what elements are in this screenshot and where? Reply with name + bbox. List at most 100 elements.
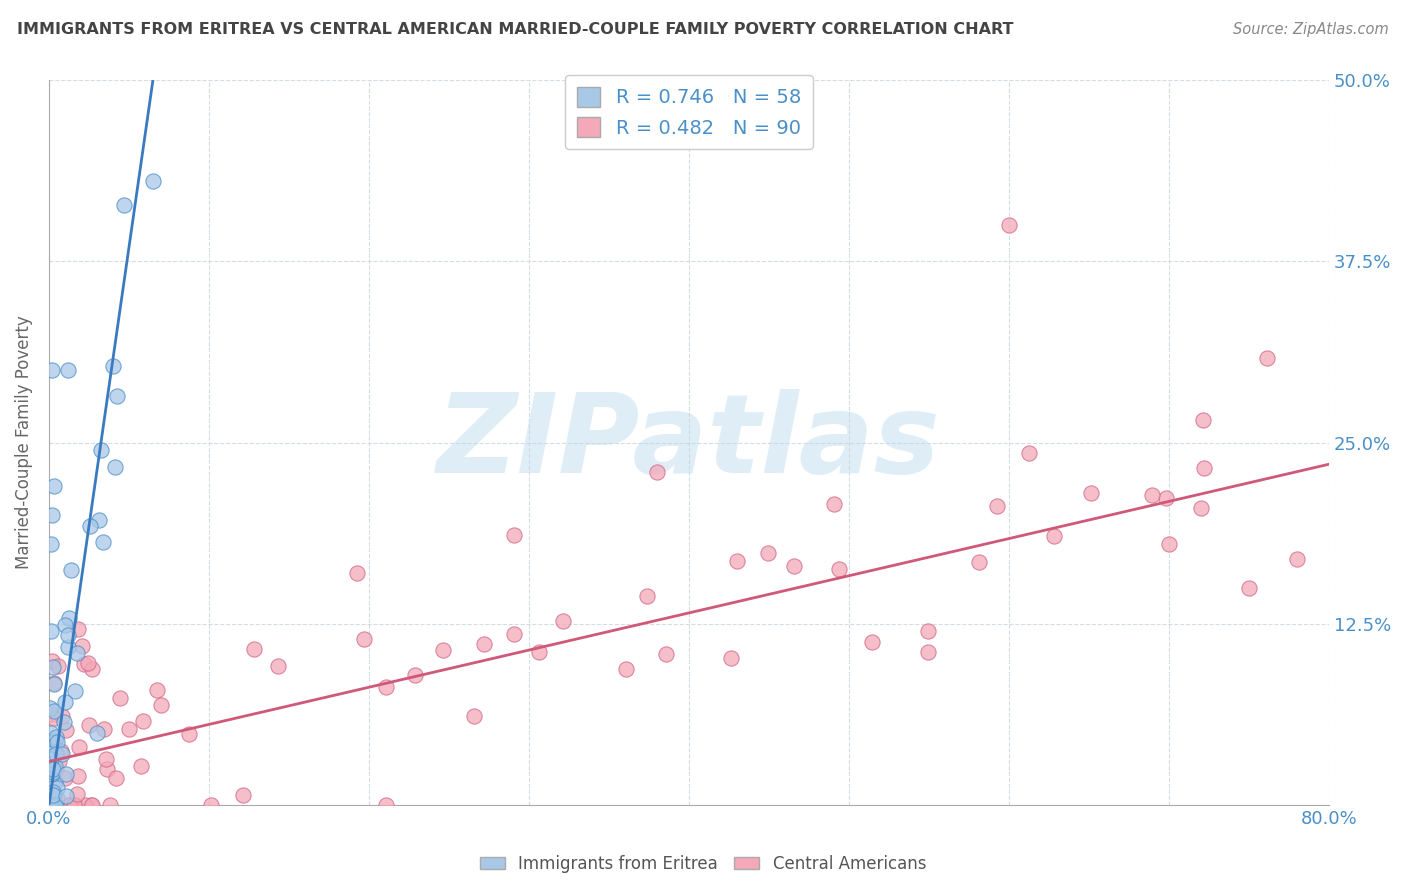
Point	[51, 747, 73, 761]
Point	[38, 798, 60, 813]
Point	[65, 684, 87, 698]
Point	[39, 763, 62, 777]
Point	[39, 537, 62, 551]
Point	[132, 714, 155, 729]
Point	[45, 735, 67, 749]
Point	[58, 798, 80, 813]
Point	[59, 563, 82, 577]
Point	[82, 798, 104, 813]
Point	[44, 733, 66, 747]
Point	[77, 718, 100, 732]
Point	[52, 714, 75, 729]
Point	[242, 642, 264, 657]
Point	[39, 761, 62, 775]
Point	[1080, 486, 1102, 500]
Point	[200, 798, 222, 813]
Point	[267, 659, 290, 673]
Point	[58, 798, 80, 813]
Point	[76, 656, 98, 670]
Point	[44, 758, 66, 772]
Point	[720, 650, 742, 665]
Point	[38, 701, 60, 715]
Point	[41, 798, 63, 813]
Point	[654, 648, 676, 662]
Point	[73, 798, 96, 813]
Point	[645, 102, 668, 116]
Point	[66, 769, 89, 783]
Point	[375, 798, 398, 813]
Point	[42, 676, 65, 690]
Point	[41, 762, 63, 776]
Point	[42, 764, 65, 778]
Point	[39, 707, 62, 722]
Point	[91, 534, 114, 549]
Point	[55, 767, 77, 781]
Point	[527, 645, 550, 659]
Point	[1154, 491, 1177, 506]
Point	[44, 788, 66, 802]
Point	[44, 704, 66, 718]
Point	[39, 798, 62, 813]
Point	[41, 746, 63, 760]
Point	[101, 359, 124, 373]
Point	[45, 730, 67, 744]
Point	[48, 755, 70, 769]
Point	[86, 725, 108, 739]
Point	[114, 197, 136, 211]
Point	[42, 711, 65, 725]
Point	[374, 681, 396, 695]
Point	[551, 614, 574, 628]
Point	[404, 668, 426, 682]
Point	[69, 740, 91, 755]
Text: Source: ZipAtlas.com: Source: ZipAtlas.com	[1233, 22, 1389, 37]
Point	[39, 789, 62, 803]
Point	[1194, 460, 1216, 475]
Point	[1192, 413, 1215, 427]
Point	[66, 787, 89, 801]
Point	[917, 624, 939, 638]
Point	[503, 527, 526, 541]
Point	[108, 690, 131, 705]
Point	[998, 218, 1021, 232]
Point	[55, 723, 77, 737]
Point	[142, 174, 165, 188]
Point	[70, 640, 93, 654]
Legend: Immigrants from Eritrea, Central Americans: Immigrants from Eritrea, Central America…	[472, 848, 934, 880]
Point	[860, 634, 883, 648]
Point	[472, 637, 495, 651]
Point	[967, 555, 990, 569]
Point	[118, 722, 141, 736]
Point	[986, 499, 1008, 513]
Point	[55, 696, 77, 710]
Point	[1018, 446, 1040, 460]
Point	[41, 508, 63, 522]
Point	[87, 513, 110, 527]
Point	[53, 618, 76, 632]
Point	[41, 789, 63, 803]
Point	[1285, 551, 1308, 566]
Point	[44, 798, 66, 813]
Point	[39, 725, 62, 739]
Point	[346, 566, 368, 581]
Point	[725, 554, 748, 568]
Point	[55, 789, 77, 804]
Point	[353, 632, 375, 646]
Point	[56, 628, 79, 642]
Point	[782, 558, 804, 573]
Point	[53, 771, 76, 785]
Legend: R = 0.746   N = 58, R = 0.482   N = 90: R = 0.746 N = 58, R = 0.482 N = 90	[565, 75, 813, 149]
Point	[1157, 537, 1180, 551]
Point	[41, 767, 63, 781]
Point	[41, 654, 63, 668]
Point	[917, 645, 939, 659]
Point	[39, 798, 62, 813]
Point	[614, 662, 637, 676]
Text: IMMIGRANTS FROM ERITREA VS CENTRAL AMERICAN MARRIED-COUPLE FAMILY POVERTY CORREL: IMMIGRANTS FROM ERITREA VS CENTRAL AMERI…	[17, 22, 1014, 37]
Point	[39, 624, 62, 638]
Point	[463, 709, 485, 723]
Point	[1189, 501, 1212, 516]
Point	[94, 752, 117, 766]
Point	[232, 789, 254, 803]
Point	[80, 798, 103, 813]
Point	[39, 752, 62, 766]
